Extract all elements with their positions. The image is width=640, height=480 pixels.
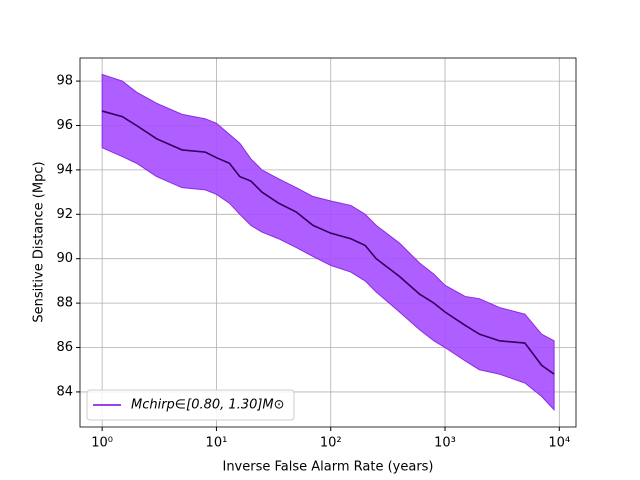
y-tick-label: 90 bbox=[56, 251, 73, 266]
x-tick-label: 10³ bbox=[434, 436, 456, 451]
y-tick-label: 96 bbox=[56, 118, 73, 133]
y-tick-label: 88 bbox=[56, 296, 73, 311]
line bbox=[101, 110, 555, 375]
legend-label: Mchirp∈[0.80, 1.30]M⊙ bbox=[131, 398, 285, 413]
y-tick-label: 92 bbox=[56, 207, 73, 222]
x-tick-label: 10² bbox=[320, 436, 342, 451]
band bbox=[101, 73, 555, 411]
y-tick-label: 84 bbox=[56, 384, 73, 399]
y-tick-label: 94 bbox=[56, 162, 73, 177]
x-tick-label: 10⁰ bbox=[91, 436, 113, 451]
x-tick-label: 10⁴ bbox=[548, 436, 570, 451]
y-tick-label: 98 bbox=[56, 74, 73, 89]
x-axis-label: Inverse False Alarm Rate (years) bbox=[222, 460, 433, 475]
legend-box bbox=[86, 389, 295, 421]
y-tick-label: 86 bbox=[56, 340, 73, 355]
y-axis-label: Sensitive Distance (Mpc) bbox=[32, 161, 47, 322]
x-tick-label: 10¹ bbox=[206, 436, 228, 451]
plot-frame bbox=[79, 57, 577, 428]
